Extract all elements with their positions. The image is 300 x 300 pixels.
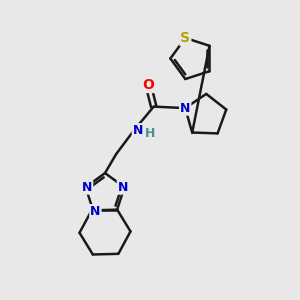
Text: N: N bbox=[118, 181, 128, 194]
Text: N: N bbox=[90, 205, 100, 218]
Text: S: S bbox=[180, 31, 190, 45]
Text: H: H bbox=[145, 127, 156, 140]
Text: N: N bbox=[82, 181, 92, 194]
Text: O: O bbox=[142, 78, 154, 92]
Text: N: N bbox=[180, 102, 190, 115]
Text: N: N bbox=[133, 124, 143, 137]
